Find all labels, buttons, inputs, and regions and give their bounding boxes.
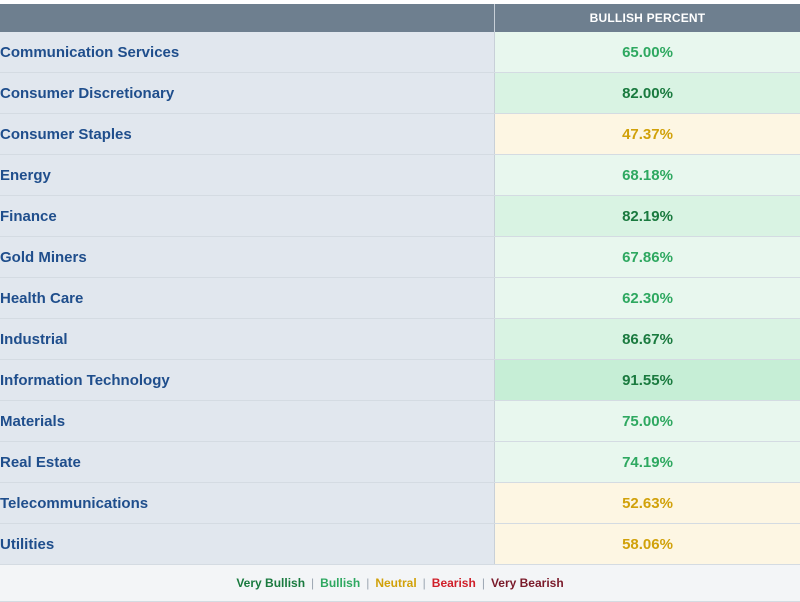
- sector-name[interactable]: Energy: [0, 155, 495, 195]
- bullish-percent-value: 47.37%: [495, 114, 800, 154]
- sector-name[interactable]: Real Estate: [0, 442, 495, 482]
- header-sector-cell: [0, 4, 495, 32]
- sector-name[interactable]: Communication Services: [0, 32, 495, 72]
- legend-separator: |: [481, 576, 485, 590]
- bullish-percent-value: 75.00%: [495, 401, 800, 441]
- legend-separator: |: [366, 576, 370, 590]
- sector-name[interactable]: Information Technology: [0, 360, 495, 400]
- sector-name[interactable]: Utilities: [0, 524, 495, 564]
- legend-very-bearish: Very Bearish: [490, 576, 564, 590]
- table-row[interactable]: Real Estate 74.19%: [0, 442, 800, 483]
- legend-separator: |: [311, 576, 315, 590]
- bullish-percent-value: 52.63%: [495, 483, 800, 523]
- sector-name[interactable]: Industrial: [0, 319, 495, 359]
- bullish-percent-value: 67.86%: [495, 237, 800, 277]
- legend-separator: |: [422, 576, 426, 590]
- table-row[interactable]: Energy 68.18%: [0, 155, 800, 196]
- bullish-percent-value: 86.67%: [495, 319, 800, 359]
- table-row[interactable]: Consumer Staples 47.37%: [0, 114, 800, 155]
- bullish-percent-table: BULLISH PERCENT Communication Services 65…: [0, 4, 800, 602]
- sector-name[interactable]: Gold Miners: [0, 237, 495, 277]
- table-row[interactable]: Utilities 58.06%: [0, 524, 800, 565]
- table-row[interactable]: Consumer Discretionary 82.00%: [0, 73, 800, 114]
- sector-name[interactable]: Health Care: [0, 278, 495, 318]
- table-row[interactable]: Telecommunications 52.63%: [0, 483, 800, 524]
- legend-very-bullish: Very Bullish: [236, 576, 306, 590]
- table-row[interactable]: Industrial 86.67%: [0, 319, 800, 360]
- bullish-percent-value: 74.19%: [495, 442, 800, 482]
- table-row[interactable]: Health Care 62.30%: [0, 278, 800, 319]
- sector-name[interactable]: Telecommunications: [0, 483, 495, 523]
- bullish-percent-value: 82.00%: [495, 73, 800, 113]
- table-row[interactable]: Finance 82.19%: [0, 196, 800, 237]
- table-row[interactable]: Gold Miners 67.86%: [0, 237, 800, 278]
- legend-bullish: Bullish: [320, 576, 361, 590]
- legend: Very Bullish | Bullish | Neutral | Beari…: [0, 565, 800, 602]
- legend-neutral: Neutral: [375, 576, 417, 590]
- sector-name[interactable]: Finance: [0, 196, 495, 236]
- sector-name[interactable]: Consumer Discretionary: [0, 73, 495, 113]
- bullish-percent-value: 65.00%: [495, 32, 800, 72]
- table-body: Communication Services 65.00% Consumer Dis…: [0, 32, 800, 565]
- table-row[interactable]: Materials 75.00%: [0, 401, 800, 442]
- bullish-percent-value: 58.06%: [495, 524, 800, 564]
- bullish-percent-value: 68.18%: [495, 155, 800, 195]
- bullish-percent-value: 82.19%: [495, 196, 800, 236]
- table-header: BULLISH PERCENT: [0, 4, 800, 32]
- sector-name[interactable]: Consumer Staples: [0, 114, 495, 154]
- legend-bearish: Bearish: [431, 576, 476, 590]
- table-row[interactable]: Communication Services 65.00%: [0, 32, 800, 73]
- table-row[interactable]: Information Technology 91.55%: [0, 360, 800, 401]
- header-bullish-percent[interactable]: BULLISH PERCENT: [589, 11, 706, 25]
- sector-name[interactable]: Materials: [0, 401, 495, 441]
- bullish-percent-value: 62.30%: [495, 278, 800, 318]
- bullish-percent-value: 91.55%: [495, 360, 800, 400]
